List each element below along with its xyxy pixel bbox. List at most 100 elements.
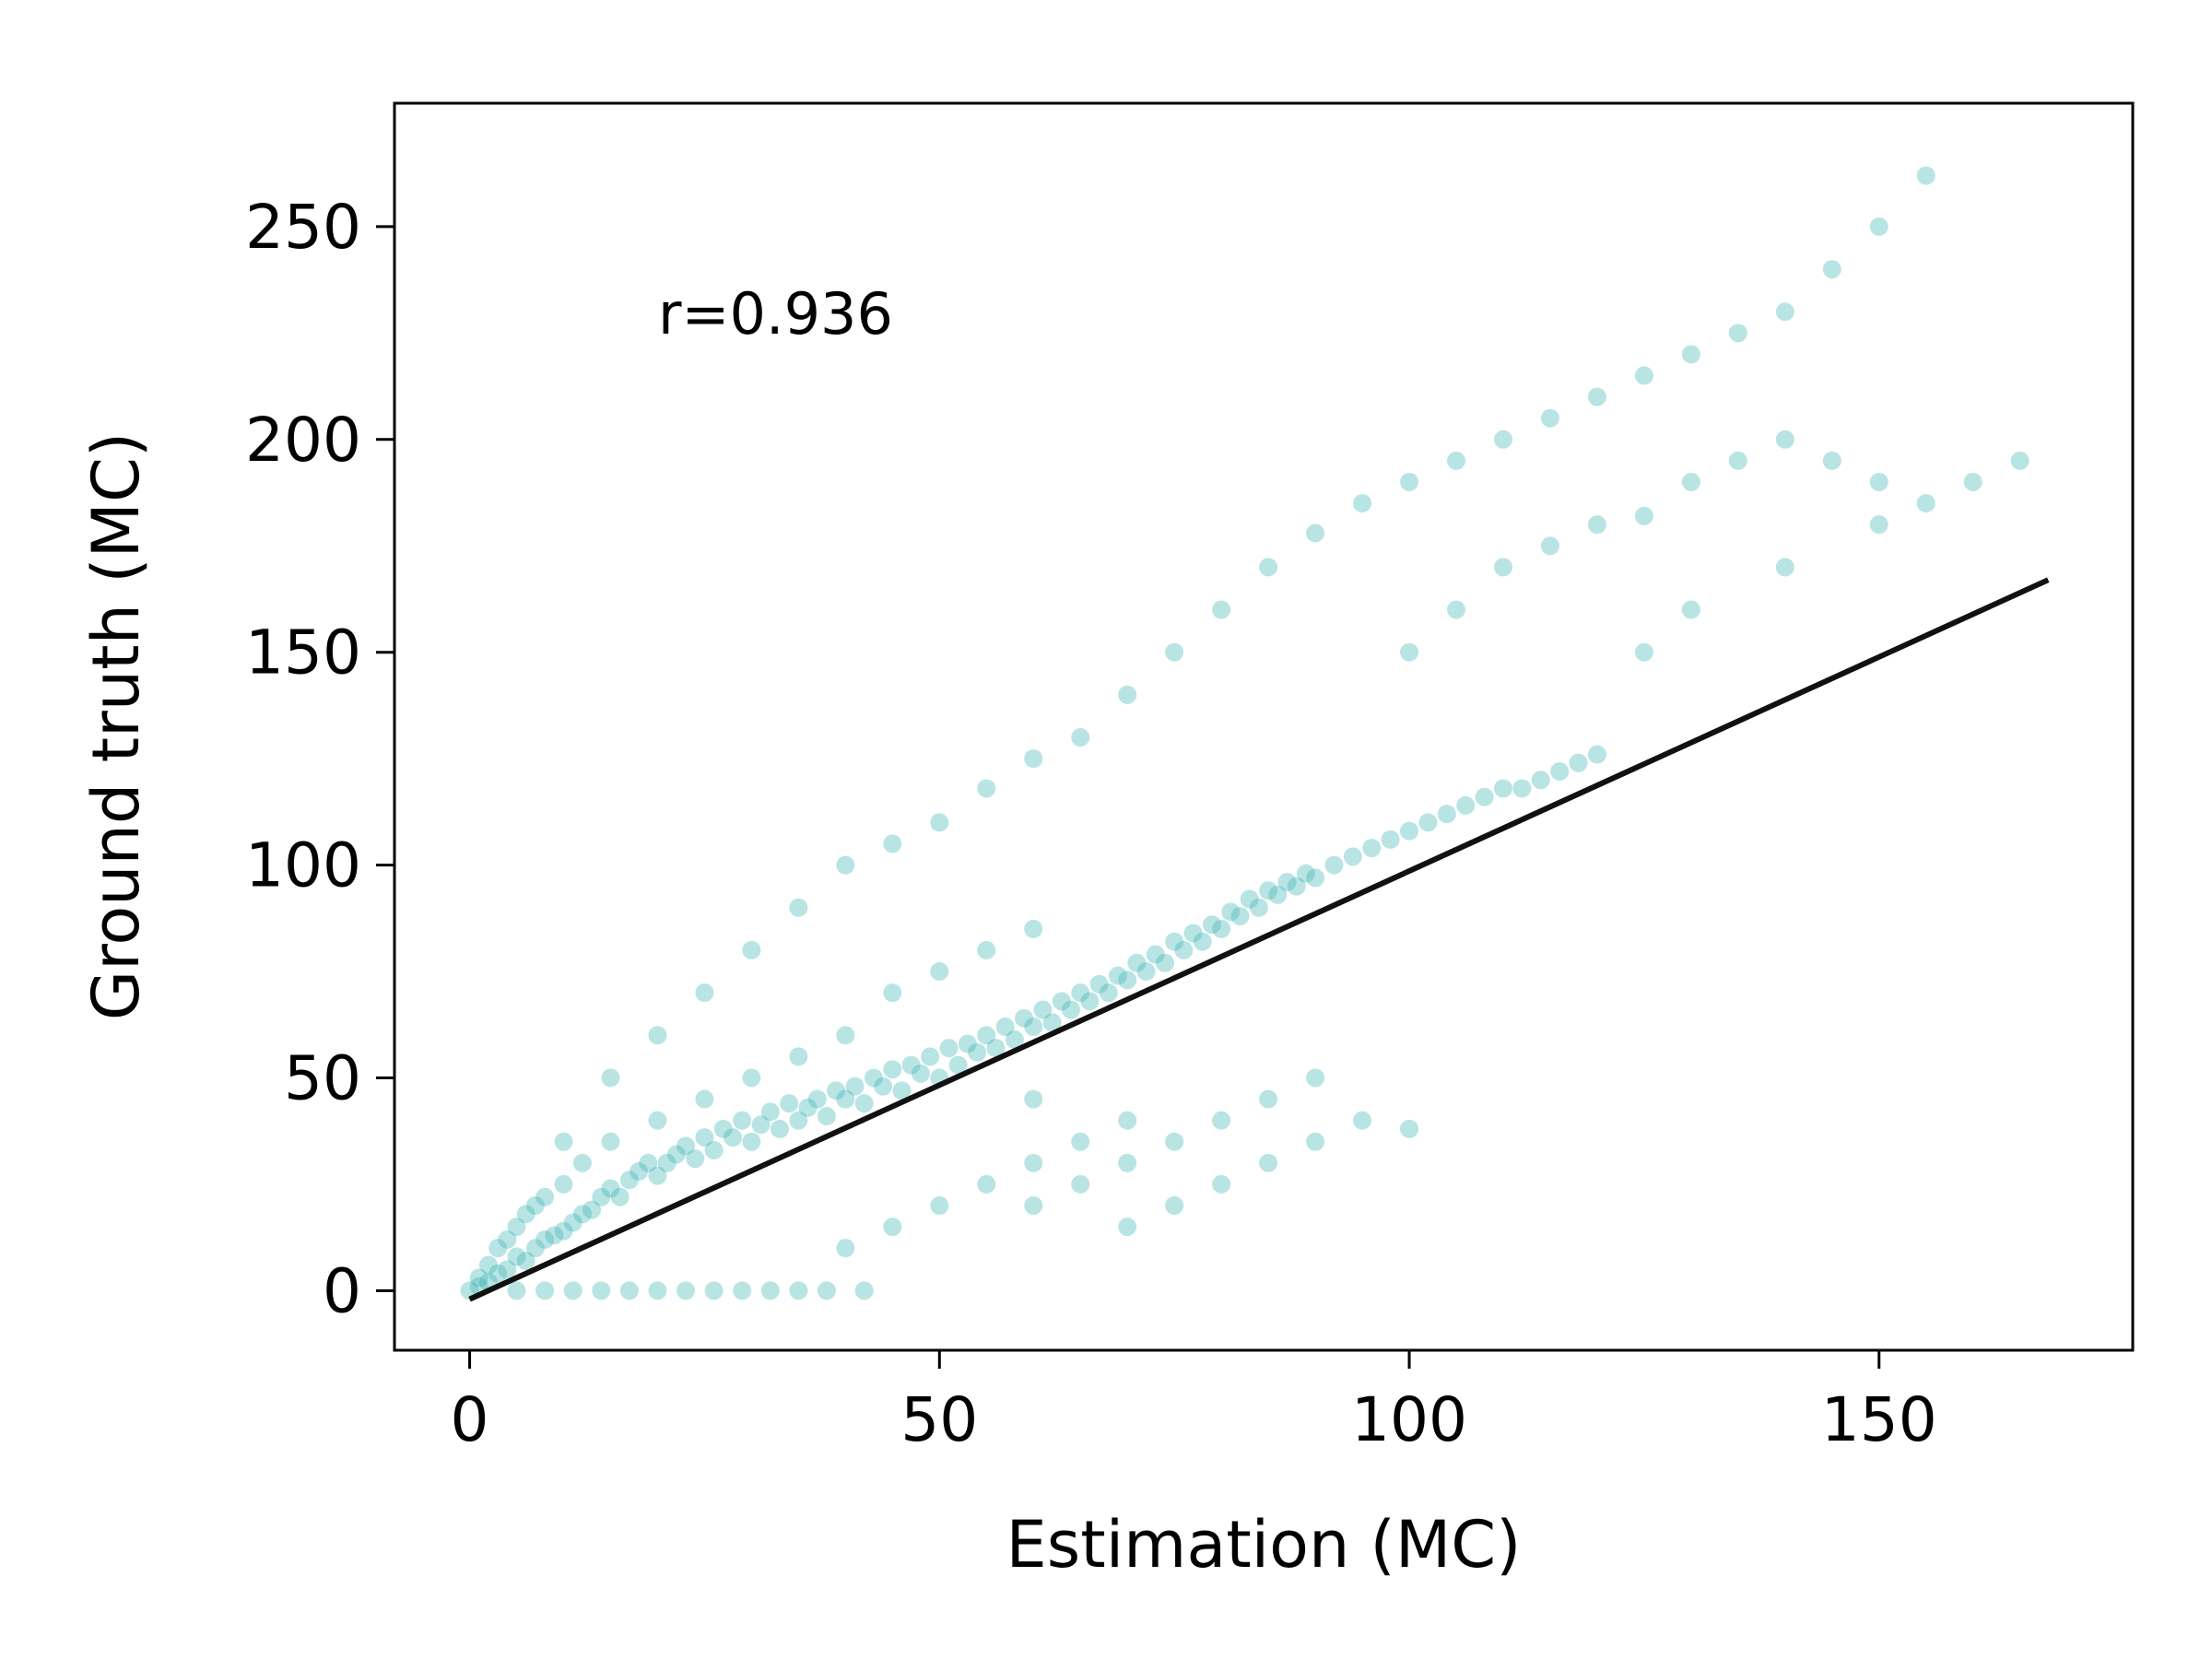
y-tick-label: 200 — [245, 405, 361, 476]
data-point — [911, 1064, 930, 1083]
data-point — [1569, 753, 1588, 772]
data-point — [1512, 779, 1532, 798]
data-point — [525, 1239, 545, 1258]
data-point — [986, 1039, 1006, 1058]
data-point — [770, 1119, 789, 1138]
data-point — [1775, 302, 1794, 322]
data-point — [1400, 821, 1419, 841]
data-point — [977, 940, 996, 959]
data-point — [1118, 1218, 1137, 1237]
data-point — [1024, 1153, 1043, 1172]
data-point — [836, 1026, 855, 1045]
data-point — [1531, 771, 1550, 790]
data-point — [1118, 1153, 1137, 1172]
data-point — [1024, 1018, 1043, 1037]
data-point — [780, 1094, 799, 1113]
data-point — [977, 779, 996, 798]
data-point — [883, 983, 902, 1003]
data-point — [1259, 881, 1278, 900]
data-point — [1165, 1195, 1184, 1215]
data-point — [695, 983, 714, 1003]
data-point — [1540, 536, 1559, 556]
data-point — [1212, 919, 1231, 938]
data-point — [1174, 940, 1194, 959]
data-point — [789, 898, 808, 917]
data-point — [817, 1281, 836, 1300]
data-point — [1118, 685, 1137, 704]
data-point — [995, 1018, 1015, 1037]
data-point — [836, 1239, 855, 1258]
data-point — [836, 855, 855, 875]
data-point — [901, 1055, 921, 1075]
data-point — [1446, 451, 1465, 470]
data-point — [1240, 889, 1259, 909]
data-point — [1681, 345, 1700, 364]
data-point — [864, 1068, 883, 1088]
data-point — [1042, 1013, 1062, 1032]
data-point — [1493, 558, 1512, 577]
data-point — [1550, 761, 1570, 781]
data-point — [507, 1247, 526, 1266]
data-point — [789, 1047, 808, 1066]
data-point — [760, 1102, 780, 1122]
data-point — [498, 1260, 517, 1279]
data-point — [1052, 992, 1071, 1011]
data-point — [883, 1218, 902, 1237]
data-point — [1963, 472, 1983, 491]
data-point — [1099, 983, 1118, 1003]
data-point — [639, 1153, 658, 1172]
data-point — [968, 1042, 987, 1062]
data-point — [930, 962, 949, 982]
data-point — [1634, 642, 1653, 662]
data-point — [1916, 494, 1936, 513]
plot-frame — [393, 101, 2135, 1352]
data-point — [648, 1281, 667, 1300]
data-point — [498, 1230, 517, 1249]
data-point — [1493, 429, 1512, 449]
data-point — [939, 1039, 959, 1058]
data-point — [1728, 324, 1747, 343]
data-point — [1259, 558, 1278, 577]
data-point — [1202, 915, 1221, 935]
data-point — [686, 1149, 705, 1169]
y-tick-label: 150 — [245, 618, 361, 688]
data-point — [1587, 515, 1606, 535]
data-point — [601, 1179, 620, 1198]
data-point — [827, 1081, 846, 1100]
data-point — [892, 1081, 912, 1100]
data-point — [1024, 1195, 1043, 1215]
data-point — [535, 1281, 555, 1300]
data-point — [704, 1281, 724, 1300]
data-point — [733, 1281, 752, 1300]
data-point — [592, 1281, 611, 1300]
data-point — [713, 1119, 733, 1138]
y-tick-label: 250 — [245, 192, 361, 263]
data-point — [1193, 932, 1212, 951]
data-point — [1230, 906, 1250, 925]
data-point — [1400, 642, 1419, 662]
data-point — [724, 1128, 743, 1147]
data-point — [1212, 600, 1231, 619]
data-point — [619, 1281, 639, 1300]
data-point — [677, 1136, 696, 1156]
data-point — [789, 1281, 808, 1300]
data-point — [1353, 1111, 1372, 1130]
data-point — [516, 1252, 535, 1271]
data-point — [1324, 855, 1344, 875]
data-point — [563, 1213, 582, 1232]
data-point — [1108, 966, 1127, 985]
data-point — [648, 1026, 667, 1045]
data-point — [751, 1115, 771, 1135]
data-point — [760, 1281, 780, 1300]
data-point — [733, 1111, 752, 1130]
fit-line — [468, 577, 2050, 1302]
data-point — [874, 1077, 893, 1096]
data-point — [695, 1089, 714, 1109]
data-point — [1446, 600, 1465, 619]
data-point — [1353, 494, 1372, 513]
data-point — [507, 1218, 526, 1237]
data-point — [629, 1162, 649, 1182]
data-point — [1916, 166, 1936, 185]
x-tick-label: 0 — [451, 1384, 489, 1455]
